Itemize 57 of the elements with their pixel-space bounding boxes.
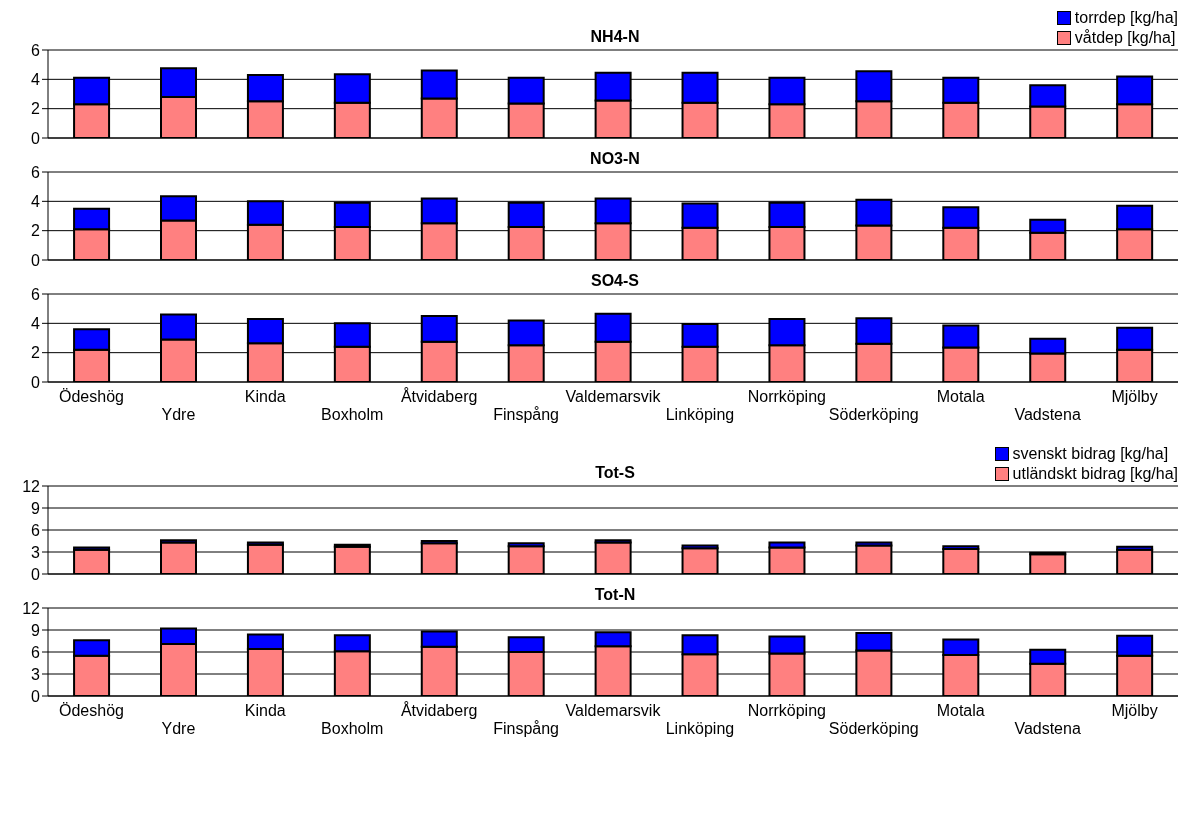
x-tick-label: Valdemarsvik: [565, 388, 662, 405]
y-tick-label: 0: [31, 565, 41, 583]
x-tick-label: Boxholm: [321, 406, 384, 423]
y-tick-label: 2: [31, 222, 41, 240]
legend-label: torrdep [kg/ha]: [1073, 8, 1178, 28]
x-tick-label: Kinda: [244, 388, 286, 405]
x-tick-label: Åtvidaberg: [400, 387, 478, 405]
y-tick-label: 4: [31, 315, 41, 333]
y-tick-label: 3: [31, 543, 41, 561]
legend-label: svenskt bidrag [kg/ha]: [1011, 444, 1170, 464]
chart-title: SO4-S: [590, 272, 640, 290]
x-tick-label: Valdemarsvik: [565, 702, 662, 719]
y-tick-label: 0: [31, 373, 41, 391]
x-tick-label: Söderköping: [828, 720, 919, 737]
x-tick-label: Linköping: [665, 406, 735, 423]
y-tick-label: 6: [31, 163, 41, 181]
x-tick-label: Finspång: [493, 406, 559, 423]
y-tick-label: 0: [31, 687, 41, 705]
x-tick-label: Norrköping: [747, 388, 826, 405]
y-tick-label: 12: [22, 477, 41, 495]
y-tick-label: 0: [31, 129, 41, 147]
y-tick-label: 6: [31, 521, 41, 539]
y-tick-label: 9: [31, 499, 41, 517]
x-tick-label: Ödeshög: [58, 702, 124, 719]
x-tick-label: Motala: [936, 388, 985, 405]
x-tick-label: Norrköping: [747, 702, 826, 719]
x-tick-label: Söderköping: [828, 406, 919, 423]
x-tick-label: Linköping: [665, 720, 735, 737]
x-tick-label: Mjölby: [1111, 702, 1158, 719]
x-tick-label: Finspång: [493, 720, 559, 737]
y-tick-label: 6: [31, 41, 41, 59]
y-tick-label: 2: [31, 100, 41, 118]
x-tick-label: Vadstena: [1014, 406, 1081, 423]
y-tick-label: 9: [31, 621, 41, 639]
y-tick-label: 0: [31, 251, 41, 269]
x-tick-label: Åtvidaberg: [400, 701, 478, 719]
y-tick-label: 6: [31, 285, 41, 303]
chart-title: NH4-N: [590, 28, 640, 45]
x-tick-label: Mjölby: [1111, 388, 1158, 405]
x-tick-label: Boxholm: [321, 720, 384, 737]
y-tick-label: 3: [31, 665, 41, 683]
x-tick-label: Ydre: [161, 720, 196, 737]
chart-title: Tot-N: [593, 586, 637, 604]
chart-title: NO3-N: [589, 150, 641, 168]
x-tick-label: Ydre: [161, 406, 196, 423]
y-tick-label: 2: [31, 344, 41, 362]
y-tick-label: 12: [22, 599, 41, 617]
x-tick-label: Ödeshög: [58, 388, 124, 405]
y-tick-label: 4: [31, 71, 41, 89]
chart-title: Tot-S: [595, 464, 635, 481]
x-tick-label: Motala: [936, 702, 985, 719]
legend-label: våtdep [kg/ha]: [1073, 28, 1177, 48]
x-tick-label: Kinda: [244, 702, 286, 719]
legend-label: utländskt bidrag [kg/ha]: [1011, 464, 1178, 484]
x-tick-label: Vadstena: [1014, 720, 1081, 737]
y-tick-label: 4: [31, 193, 41, 211]
y-tick-label: 6: [31, 643, 41, 661]
